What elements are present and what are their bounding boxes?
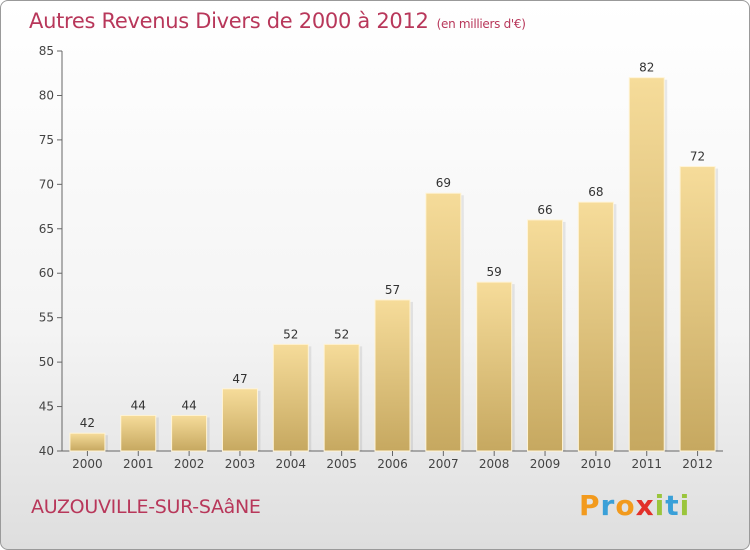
bar <box>120 414 157 452</box>
x-tick-label: 2007 <box>428 457 459 471</box>
bar <box>374 299 411 452</box>
x-tick-label: 2009 <box>530 457 561 471</box>
bar-value-label: 47 <box>232 372 247 386</box>
bar <box>221 388 258 452</box>
x-tick-label: 2008 <box>479 457 510 471</box>
x-tick-label: 2000 <box>72 457 103 471</box>
y-tick-label: 55 <box>39 311 54 325</box>
chart-title: Autres Revenus Divers de 2000 à 2012 (en … <box>29 9 526 33</box>
chart-unit: (en milliers d'€) <box>436 17 526 31</box>
chart-title-text: Autres Revenus Divers de 2000 à 2012 <box>29 9 429 33</box>
bar-value-label: 72 <box>690 150 705 164</box>
x-tick-label: 2006 <box>377 457 408 471</box>
logo-letter: o <box>615 489 636 522</box>
bar <box>679 166 716 452</box>
x-tick-label: 2003 <box>225 457 256 471</box>
x-tick-label: 2002 <box>174 457 205 471</box>
bar-value-label: 59 <box>487 265 502 279</box>
bar <box>577 201 614 452</box>
x-tick-label: 2005 <box>326 457 357 471</box>
logo-letter: i <box>679 489 691 522</box>
y-tick-label: 50 <box>39 355 54 369</box>
bar <box>425 192 462 452</box>
logo-letter: i <box>654 489 666 522</box>
commune-name: AUZOUVILLE-SUR-SAâNE <box>31 496 261 518</box>
bar-value-label: 68 <box>588 185 603 199</box>
x-tick-label: 2004 <box>276 457 307 471</box>
bar-value-label: 42 <box>80 416 95 430</box>
bar-value-label: 69 <box>436 176 451 190</box>
bar <box>171 414 208 452</box>
bar <box>272 343 309 452</box>
proxiti-logo[interactable]: Proxiti <box>579 489 690 522</box>
x-tick-label: 2010 <box>581 457 612 471</box>
bar-value-label: 66 <box>537 203 552 217</box>
y-tick-label: 80 <box>39 88 54 102</box>
y-tick-label: 85 <box>39 44 54 58</box>
bar-value-label: 44 <box>181 398 196 412</box>
logo-letter: x <box>635 489 655 522</box>
logo-letter: P <box>579 489 601 522</box>
bar <box>323 343 360 452</box>
logo-letter: t <box>665 489 680 522</box>
logo-letter: r <box>600 489 616 522</box>
bar-value-label: 82 <box>639 61 654 75</box>
y-tick-label: 40 <box>39 444 54 458</box>
bar <box>69 432 106 452</box>
x-tick-label: 2001 <box>123 457 154 471</box>
bar <box>527 219 564 452</box>
y-tick-label: 70 <box>39 177 54 191</box>
y-tick-label: 75 <box>39 133 54 147</box>
y-tick-label: 45 <box>39 400 54 414</box>
x-tick-label: 2011 <box>631 457 662 471</box>
x-tick-label: 2012 <box>682 457 713 471</box>
bar-value-label: 57 <box>385 283 400 297</box>
y-tick-label: 65 <box>39 222 54 236</box>
bar <box>628 77 665 452</box>
y-tick-label: 60 <box>39 266 54 280</box>
bar <box>476 281 513 452</box>
bar-value-label: 44 <box>131 398 146 412</box>
bar-value-label: 52 <box>283 327 298 341</box>
bar-value-label: 52 <box>334 327 349 341</box>
